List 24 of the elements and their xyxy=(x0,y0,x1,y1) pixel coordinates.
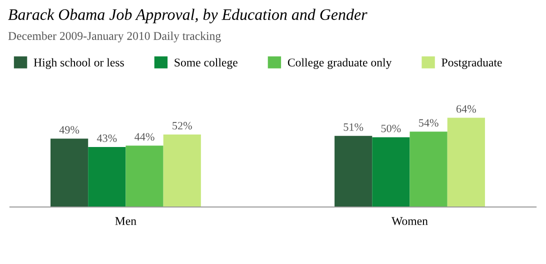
x-tick-label: Women xyxy=(392,217,428,226)
data-label: 52% xyxy=(172,122,192,130)
data-label: 50% xyxy=(381,124,401,132)
data-label: 64% xyxy=(456,105,476,113)
legend-label: Some college xyxy=(174,58,238,69)
legend-label: College graduate only xyxy=(288,58,392,69)
bar xyxy=(88,147,126,207)
data-label: 51% xyxy=(344,123,364,131)
legend-label: Postgraduate xyxy=(442,58,502,69)
bar xyxy=(334,136,372,207)
bar xyxy=(447,118,485,207)
data-label: 44% xyxy=(134,133,154,141)
data-label: 49% xyxy=(59,126,80,134)
legend-label: High school or less xyxy=(34,58,124,69)
chart-subtitle: December 2009-January 2010 Daily tracking xyxy=(8,32,221,42)
data-label: 43% xyxy=(96,134,117,142)
bar xyxy=(163,134,201,207)
bar xyxy=(372,137,410,207)
data-label: 54% xyxy=(419,119,438,127)
chart-title: Barack Obama Job Approval, by Education and Gender xyxy=(8,8,368,24)
x-tick-label: Men xyxy=(115,217,136,226)
bar xyxy=(50,138,88,207)
bar xyxy=(126,146,164,207)
bar xyxy=(410,132,448,207)
